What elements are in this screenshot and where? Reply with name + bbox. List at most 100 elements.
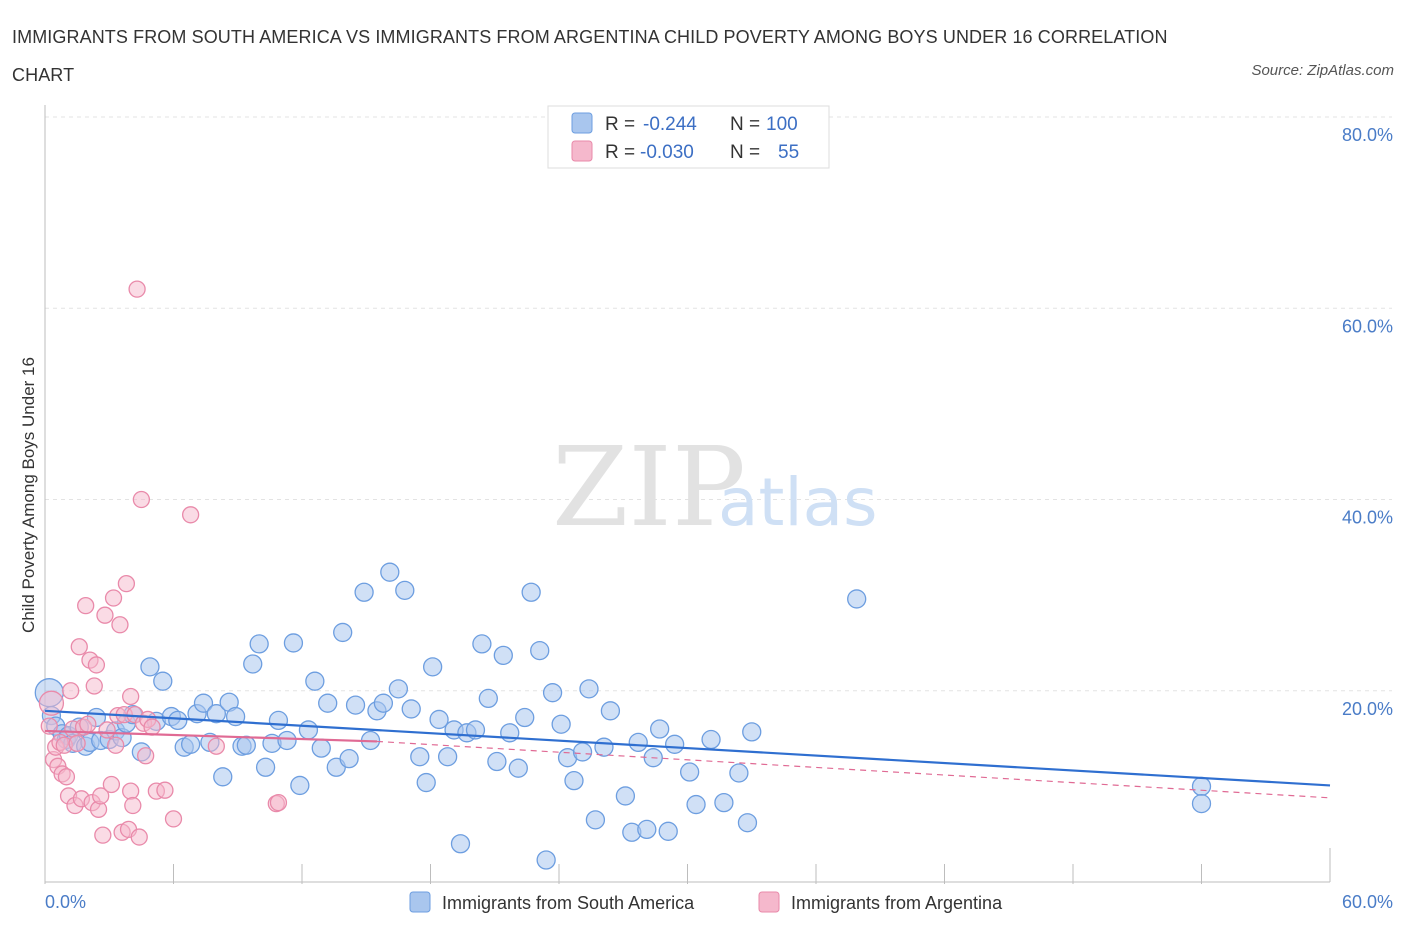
data-point-south-america	[472, 634, 492, 654]
data-point-south-america	[508, 758, 528, 778]
data-point-argentina	[207, 737, 225, 755]
y-tick-label: 80.0%	[1342, 125, 1393, 145]
legend-n-label: N =	[730, 142, 760, 163]
data-point-south-america	[345, 695, 366, 715]
data-point-south-america	[714, 792, 734, 813]
data-point-south-america	[311, 738, 331, 758]
data-point-south-america	[380, 562, 400, 582]
data-point-south-america	[1191, 793, 1212, 814]
legend-swatch-blue	[571, 112, 593, 134]
data-point-argentina	[68, 734, 86, 752]
data-point-argentina	[38, 690, 65, 716]
data-point-south-america	[487, 751, 507, 772]
data-point-south-america	[213, 767, 233, 787]
trend-line-argentina-extension	[376, 740, 1331, 799]
bottom-legend-label: Immigrants from South America	[442, 893, 695, 913]
data-point-south-america	[564, 770, 584, 791]
legend-n-label: N =	[730, 114, 760, 135]
data-point-south-america	[180, 734, 201, 754]
data-point-argentina	[181, 506, 200, 524]
data-point-south-america	[243, 654, 263, 674]
data-point-argentina	[111, 616, 129, 634]
y-tick-label: 60.0%	[1342, 316, 1393, 336]
data-point-south-america	[437, 747, 458, 767]
data-point-south-america	[701, 729, 721, 750]
data-point-south-america	[193, 693, 214, 713]
correlation-legend: R = -0.244 N = 100 R = -0.030 N = 55	[547, 105, 830, 169]
watermark: ZIP atlas	[552, 423, 878, 551]
data-point-argentina	[92, 787, 110, 805]
data-point-south-america	[333, 622, 353, 643]
data-point-south-america	[236, 735, 256, 755]
grid-lines	[45, 116, 1392, 692]
data-point-south-america	[373, 693, 394, 713]
data-point-argentina	[57, 768, 76, 786]
data-point-argentina	[62, 682, 80, 700]
data-point-south-america	[450, 834, 471, 854]
data-point-south-america	[650, 719, 670, 739]
legend-r-label: R =	[605, 114, 635, 135]
data-point-south-america	[493, 645, 513, 666]
data-point-south-america	[318, 693, 338, 713]
data-point-south-america	[742, 722, 762, 742]
data-point-argentina	[122, 687, 140, 706]
data-point-south-america	[572, 742, 593, 762]
data-point-argentina	[79, 715, 97, 733]
data-point-south-america	[679, 762, 700, 782]
data-point-south-america	[268, 710, 289, 731]
watermark-zip: ZIP	[552, 423, 746, 551]
data-point-south-america	[153, 671, 173, 691]
data-point-south-america	[542, 683, 563, 703]
legend-r-label: R =	[605, 142, 635, 163]
chart-title: IMMIGRANTS FROM SOUTH AMERICA VS IMMIGRA…	[12, 27, 1168, 85]
legend-r-value: -0.030	[640, 142, 694, 163]
data-point-argentina	[107, 736, 125, 754]
legend-box	[547, 105, 830, 169]
data-point-south-america	[290, 775, 310, 796]
data-point-south-america	[551, 714, 571, 734]
data-point-south-america	[579, 679, 599, 699]
series-south-america-points	[34, 562, 1212, 870]
legend-swatch-pink	[571, 140, 593, 162]
source-credit: Source: ZipAtlas.com	[1251, 62, 1394, 79]
data-point-south-america	[637, 819, 657, 840]
data-point-south-america	[206, 704, 226, 724]
data-point-argentina	[143, 718, 161, 736]
data-point-south-america	[401, 699, 421, 719]
data-point-argentina	[269, 793, 288, 812]
data-point-south-america	[594, 737, 614, 757]
data-point-argentina	[94, 826, 112, 844]
data-point-south-america	[600, 701, 621, 721]
data-point-argentina	[87, 656, 106, 674]
data-point-argentina	[96, 606, 114, 624]
tick-labels: 20.0% 40.0% 60.0% 80.0% 0.0% 60.0%	[45, 125, 1393, 912]
data-point-argentina	[130, 828, 148, 846]
y-axis-label: Child Poverty Among Boys Under 16	[19, 357, 38, 633]
data-point-argentina	[124, 796, 142, 815]
bottom-legend-swatch-pink	[758, 891, 780, 913]
data-point-south-america	[585, 810, 606, 830]
trend-line-argentina	[44, 729, 377, 743]
data-point-south-america	[422, 657, 443, 677]
data-point-argentina	[122, 782, 140, 800]
series-argentina-points	[38, 280, 288, 846]
data-point-south-america	[395, 580, 415, 600]
series-legend: Immigrants from South America Immigrants…	[409, 891, 1003, 913]
data-point-south-america	[388, 679, 409, 699]
trend-line-south-america	[44, 709, 1331, 787]
data-point-south-america	[277, 730, 297, 751]
data-point-south-america	[847, 589, 867, 609]
data-point-argentina	[98, 721, 116, 739]
data-point-south-america	[298, 720, 319, 740]
data-point-south-america	[658, 821, 678, 841]
data-point-argentina	[164, 810, 183, 828]
data-point-south-america	[410, 747, 430, 767]
data-point-argentina	[156, 781, 174, 799]
data-point-south-america	[628, 732, 648, 753]
data-point-argentina	[132, 490, 151, 509]
data-point-argentina	[117, 575, 136, 593]
data-point-argentina	[77, 596, 95, 615]
data-point-south-america	[530, 640, 550, 661]
bottom-legend-swatch-blue	[409, 891, 431, 913]
